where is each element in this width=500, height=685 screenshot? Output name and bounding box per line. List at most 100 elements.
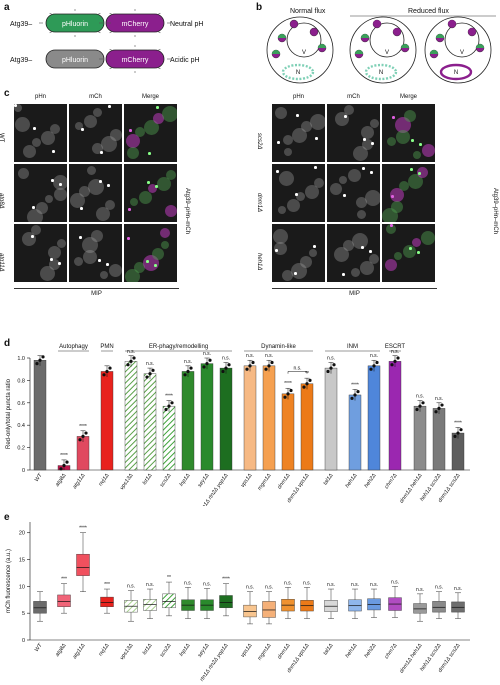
glow-ray <box>49 12 53 15</box>
significance-label: n.s. <box>284 580 292 586</box>
cell-blob <box>357 210 366 219</box>
cell-blob <box>283 135 293 145</box>
vacuole-label: V <box>460 50 464 56</box>
data-point <box>245 367 249 371</box>
cell-blob <box>292 128 307 143</box>
x-tick-label: chm7Δ <box>384 642 399 660</box>
x-tick-label: heh2Δ <box>364 472 378 489</box>
vacuole-label: V <box>302 50 306 56</box>
data-point <box>248 364 252 368</box>
x-tick-label: atg11Δ <box>72 472 87 490</box>
cell-blob <box>365 190 380 206</box>
cell-blob <box>143 255 159 271</box>
puncta <box>81 128 84 131</box>
bar <box>367 365 381 471</box>
cell-blob <box>305 185 319 199</box>
data-point <box>396 356 400 360</box>
cell-blob <box>109 264 122 277</box>
significance-label: n.s. <box>327 582 335 588</box>
bracket-label: n.s. <box>293 365 301 371</box>
puncta <box>276 170 279 173</box>
data-point <box>353 393 357 397</box>
panel-a-constructs: Atg39– pHluorin mCherry Neutral pH Atg39– pHl… <box>10 9 203 73</box>
y-tick-label: 0 <box>22 468 25 474</box>
construct-name: Atg39– <box>10 57 32 64</box>
puncta <box>50 258 53 261</box>
cell-blob <box>422 144 435 157</box>
cell-blob <box>79 186 90 197</box>
puncta <box>147 181 150 184</box>
puncta <box>51 179 54 182</box>
significance-label: n.s. <box>303 580 311 586</box>
micrograph <box>69 224 122 282</box>
mCherry-label: mCherry <box>122 57 149 64</box>
data-point <box>415 407 419 412</box>
autophagosome-green-half <box>373 20 381 24</box>
glow-ray <box>109 48 113 51</box>
puncta <box>342 273 345 276</box>
data-point <box>418 404 422 408</box>
box <box>162 593 176 609</box>
construct-side-label: Atg39–pHn–mCh <box>492 188 498 235</box>
micrograph <box>382 104 435 162</box>
row-label: WT <box>0 133 4 143</box>
y-tick-label: 0 <box>22 638 25 644</box>
bar <box>181 371 195 471</box>
x-tick-label: tal1Δ <box>323 642 335 656</box>
cell-blob <box>274 242 287 255</box>
puncta <box>344 115 347 118</box>
pH-condition-label: Acidic pH <box>170 57 200 64</box>
micrograph <box>14 104 67 162</box>
puncta <box>409 247 412 250</box>
mCherry-domain <box>105 13 165 33</box>
data-point <box>164 407 168 412</box>
puncta <box>419 143 422 146</box>
data-point <box>78 438 82 442</box>
group-label: ER-phagy/remodelling <box>149 344 208 350</box>
data-point <box>308 378 312 382</box>
x-tick-label: atg11Δ <box>72 642 87 660</box>
panel-c-microscopy: pHn mCh Merge WT atg8Δ atg11Δ MIP pHn mCh Merge sc… <box>0 88 500 333</box>
significance-label: n.s. <box>416 587 424 593</box>
bar <box>243 365 257 471</box>
cell-blob <box>32 138 41 147</box>
puncta <box>362 167 365 170</box>
significance-label: ** <box>305 371 309 377</box>
significance-label: n.s. <box>351 582 359 588</box>
cell-blob <box>166 170 176 180</box>
data-point <box>302 385 306 389</box>
cell-blob <box>144 120 159 135</box>
bar <box>262 365 276 471</box>
cell-blob <box>344 105 354 115</box>
data-point <box>356 390 360 394</box>
significance-label: n.s. <box>454 586 462 592</box>
bar <box>348 394 362 471</box>
group-label: PMN <box>100 344 113 350</box>
cell-blob <box>330 183 342 195</box>
data-point <box>108 366 112 370</box>
autophagosome-green-half <box>468 28 476 32</box>
panel-a-letter: a <box>4 2 10 13</box>
puncta <box>148 152 151 155</box>
cell-blob <box>279 171 294 186</box>
row-label: atg11Δ <box>0 253 4 272</box>
cell-blob <box>291 263 307 279</box>
puncta <box>100 151 103 154</box>
significance-label: n.s. <box>184 580 192 586</box>
cell-blob <box>370 119 379 128</box>
data-point <box>38 358 42 362</box>
puncta <box>418 172 421 175</box>
box <box>262 601 276 618</box>
puncta <box>99 180 102 183</box>
column-header: Merge <box>399 94 417 100</box>
cell-blob <box>96 207 110 221</box>
cell-blob <box>75 122 83 130</box>
cell-blob <box>135 127 145 137</box>
column-header: pHn <box>34 94 46 100</box>
cell-blob <box>387 137 396 146</box>
box <box>57 594 71 607</box>
puncta <box>129 129 132 132</box>
data-point <box>183 373 187 377</box>
cell-blob <box>356 197 367 208</box>
cell-blob <box>53 175 67 190</box>
